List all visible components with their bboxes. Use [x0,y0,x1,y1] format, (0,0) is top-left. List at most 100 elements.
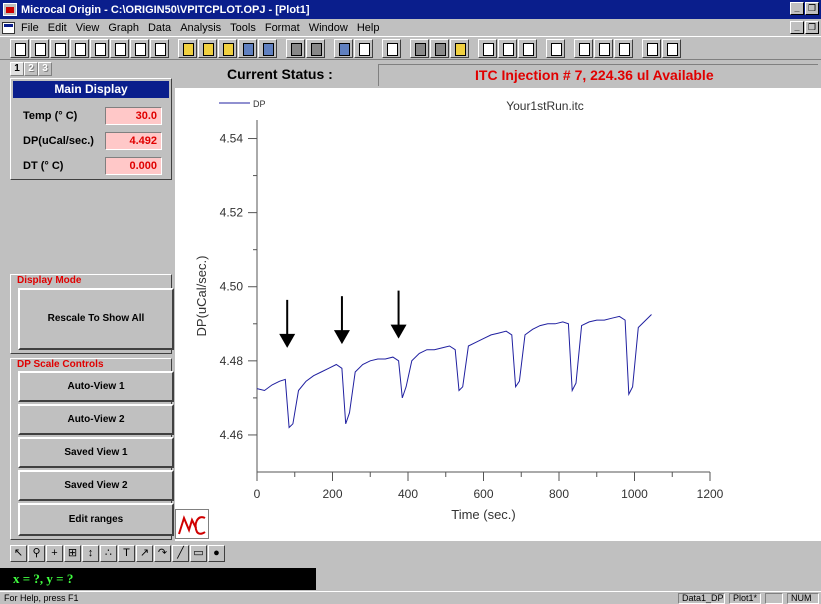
save-icon[interactable] [238,38,257,58]
line-tool-icon[interactable]: ╱ [172,545,189,562]
window-controls: _ ❐ [790,2,819,15]
page-tab-2[interactable]: 2 [24,62,38,76]
menu-help[interactable]: Help [356,21,380,34]
y-tick-label: 4.52 [220,206,244,220]
whole-page-icon[interactable] [518,38,537,58]
menu-analysis[interactable]: Analysis [180,21,222,34]
curved-arrow-icon[interactable]: ↷ [154,545,171,562]
rescale-icon[interactable] [546,38,565,58]
refresh-icon[interactable] [334,38,353,58]
circle-tool-icon[interactable]: ● [208,545,225,562]
origin-logo [175,509,209,539]
zoom-icon[interactable]: ⚲ [28,545,45,562]
arrange-icon[interactable] [614,38,633,58]
saved-view-1-button[interactable]: Saved View 1 [18,437,174,468]
clock-icon[interactable] [662,38,681,58]
menu-tools[interactable]: Tools [230,21,256,34]
document-icon[interactable] [2,21,15,34]
plot-window[interactable]: 4.46 4.48 4.50 4.52 4.54 0 200 400 600 800 1000 120… [175,88,821,541]
window-titlebar: Microcal Origin - C:\ORIGIN50\VPITCPLOT.… [0,0,821,19]
doc-minimize-icon[interactable]: _ [790,21,804,34]
x-tick-label: 400 [398,487,418,501]
auto-view-1-button[interactable]: Auto-View 1 [18,371,174,402]
print-icon[interactable] [306,38,325,58]
restore-icon[interactable]: ❐ [805,2,819,15]
menu-graph[interactable]: Graph [108,21,139,34]
dt-row: DT (° C) 0.000 [11,157,171,177]
x-tick-label: 200 [322,487,342,501]
zoom-out-icon[interactable] [498,38,517,58]
data-reader-icon[interactable]: ⊞ [64,545,81,562]
standard-toolbar [0,36,821,60]
cut-icon[interactable] [410,38,429,58]
paste-icon[interactable] [450,38,469,58]
temp-row: Temp (° C) 30.0 [11,107,171,127]
statusbar-empty [765,593,783,604]
new-notes-icon[interactable] [150,38,169,58]
dp-scale-title: DP Scale Controls [17,359,104,370]
x-tick-label: 0 [254,487,261,501]
pointer-icon[interactable]: ↖ [10,545,27,562]
rescale-button[interactable]: Rescale To Show All [18,288,174,350]
status-message: ITC Injection # 7, 224.36 ul Available [475,67,714,83]
menu-format[interactable]: Format [264,21,300,34]
saved-view-2-button[interactable]: Saved View 2 [18,470,174,501]
y-tick-label: 4.54 [220,132,244,146]
new-matrix-icon[interactable] [70,38,89,58]
temp-value: 30.0 [105,107,162,125]
annotation-arrow-head [390,324,407,339]
new-layout-icon[interactable] [110,38,129,58]
doc-restore-icon[interactable]: ❐ [805,21,819,34]
menubar: File Edit View Graph Data Analysis Tools… [0,19,821,36]
results-log-icon[interactable] [642,38,661,58]
x-tick-label: 1000 [621,487,648,501]
menu-data[interactable]: Data [147,21,172,34]
duplicate-icon[interactable] [354,38,373,58]
new-excel-icon[interactable] [130,38,149,58]
main-display-panel: Main Display Temp (° C) 30.0 DP(uCal/sec… [10,78,172,180]
new-project-icon[interactable] [10,38,29,58]
app-icon[interactable] [3,3,17,16]
dt-label: DT (° C) [23,160,64,172]
menu-file[interactable]: File [21,21,39,34]
open-excel-icon[interactable] [218,38,237,58]
menu-edit[interactable]: Edit [47,21,67,34]
draw-data-icon[interactable]: ∴ [100,545,117,562]
document-controls: _ ❐ [790,21,819,34]
edit-ranges-button[interactable]: Edit ranges [18,503,174,536]
statusbar-dataset: Data1_DP [678,593,725,604]
open-icon[interactable] [178,38,197,58]
menu-view[interactable]: View [75,21,100,34]
new-function-icon[interactable] [90,38,109,58]
arrow-tool-icon[interactable]: ↗ [136,545,153,562]
x-tick-label: 600 [473,487,493,501]
status-label: Current Status : [227,66,333,82]
menu-window[interactable]: Window [308,21,348,34]
new-graph-icon[interactable] [50,38,69,58]
zoom-in-icon[interactable] [478,38,497,58]
data-selector-icon[interactable]: ↕ [82,545,99,562]
origin-logo-icon [178,515,206,535]
screen-reader-icon[interactable]: + [46,545,63,562]
minimize-icon[interactable]: _ [790,2,804,15]
open-template-icon[interactable] [198,38,217,58]
import-icon[interactable] [286,38,305,58]
legend-label: DP [253,99,266,109]
page-tab-1[interactable]: 1 [10,62,24,76]
rectangle-tool-icon[interactable]: ▭ [190,545,207,562]
status-box [378,64,818,86]
page-tab-3[interactable]: 3 [38,62,52,76]
y-tick-label: 4.48 [220,354,244,368]
project-explorer-icon[interactable] [382,38,401,58]
save-template-icon[interactable] [258,38,277,58]
dp-row: DP(uCal/sec.) 4.492 [11,132,171,152]
new-worksheet-icon[interactable] [30,38,49,58]
main-display-title: Main Display [13,81,169,98]
text-tool-icon[interactable]: T [118,545,135,562]
auto-view-2-button[interactable]: Auto-View 2 [18,404,174,435]
dt-value: 0.000 [105,157,162,175]
copy-icon[interactable] [430,38,449,58]
chart-title: Your1stRun.itc [506,99,584,113]
merge-icon[interactable] [594,38,613,58]
layer-icon[interactable] [574,38,593,58]
